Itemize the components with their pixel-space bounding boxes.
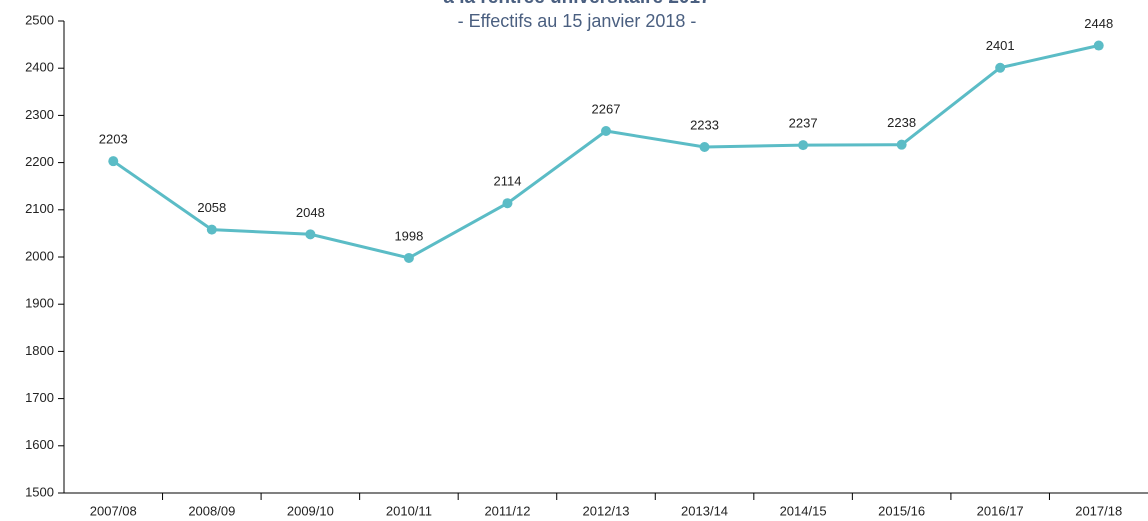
x-tick-label: 2017/18 bbox=[1075, 503, 1122, 518]
data-label: 2401 bbox=[986, 38, 1015, 53]
y-tick-label: 1600 bbox=[25, 437, 54, 452]
point bbox=[108, 156, 119, 167]
point bbox=[798, 140, 809, 151]
point bbox=[305, 229, 316, 240]
data-label: 2448 bbox=[1084, 16, 1113, 31]
y-tick-label: 2500 bbox=[25, 12, 54, 27]
x-tick-label: 2009/10 bbox=[287, 503, 334, 518]
chart-subtitle: - Effectifs au 15 janvier 2018 - bbox=[458, 11, 697, 31]
y-tick-label: 1700 bbox=[25, 390, 54, 405]
point bbox=[699, 142, 710, 153]
data-label: 2267 bbox=[592, 101, 621, 116]
y-tick-label: 2000 bbox=[25, 248, 54, 263]
y-tick-label: 2400 bbox=[25, 60, 54, 75]
data-label: 2058 bbox=[197, 200, 226, 215]
data-label: 2114 bbox=[493, 174, 521, 189]
data-label: 2237 bbox=[789, 116, 818, 131]
data-label: 2238 bbox=[887, 115, 916, 130]
x-tick-label: 2011/12 bbox=[484, 503, 530, 518]
line bbox=[112, 44, 1100, 260]
x-tick-label: 2014/15 bbox=[780, 503, 827, 518]
point bbox=[403, 252, 414, 263]
point bbox=[502, 198, 513, 209]
data-label: 1998 bbox=[394, 228, 423, 243]
x-tick-label: 2013/14 bbox=[681, 503, 728, 518]
y-tick-label: 2200 bbox=[25, 154, 54, 169]
point bbox=[896, 139, 907, 150]
y-tick-label: 1900 bbox=[25, 296, 54, 311]
x-tick-label: 2007/08 bbox=[90, 503, 137, 518]
point bbox=[1093, 40, 1104, 51]
y-tick-label: 2300 bbox=[25, 107, 54, 122]
point bbox=[995, 62, 1006, 73]
data-label: 2203 bbox=[99, 132, 128, 147]
data-label: 2048 bbox=[296, 205, 325, 220]
y-tick-label: 2100 bbox=[25, 201, 54, 216]
y-tick-label: 1800 bbox=[25, 343, 54, 358]
point bbox=[601, 125, 611, 136]
x-tick-label: 2016/17 bbox=[977, 503, 1024, 518]
x-tick-label: 2008/09 bbox=[188, 503, 235, 518]
x-tick-label: 2015/16 bbox=[878, 503, 925, 518]
data-label: 2233 bbox=[690, 117, 719, 132]
x-tick-label: 2012/13 bbox=[583, 503, 630, 518]
x-tick-label: 2010/11 bbox=[386, 503, 432, 518]
chart-title: à la rentrée universitaire 2017 bbox=[443, 0, 710, 8]
y-tick-label: 1500 bbox=[25, 484, 54, 499]
point bbox=[206, 224, 217, 235]
